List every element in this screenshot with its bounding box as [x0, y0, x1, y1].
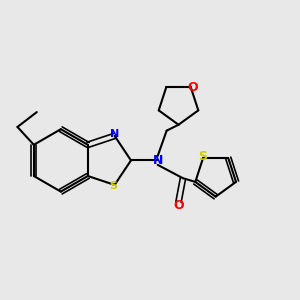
Text: N: N [152, 154, 163, 167]
Text: S: S [199, 150, 208, 163]
Text: O: O [187, 81, 197, 94]
Text: S: S [109, 182, 117, 191]
Text: O: O [173, 199, 184, 212]
Text: N: N [110, 129, 119, 140]
